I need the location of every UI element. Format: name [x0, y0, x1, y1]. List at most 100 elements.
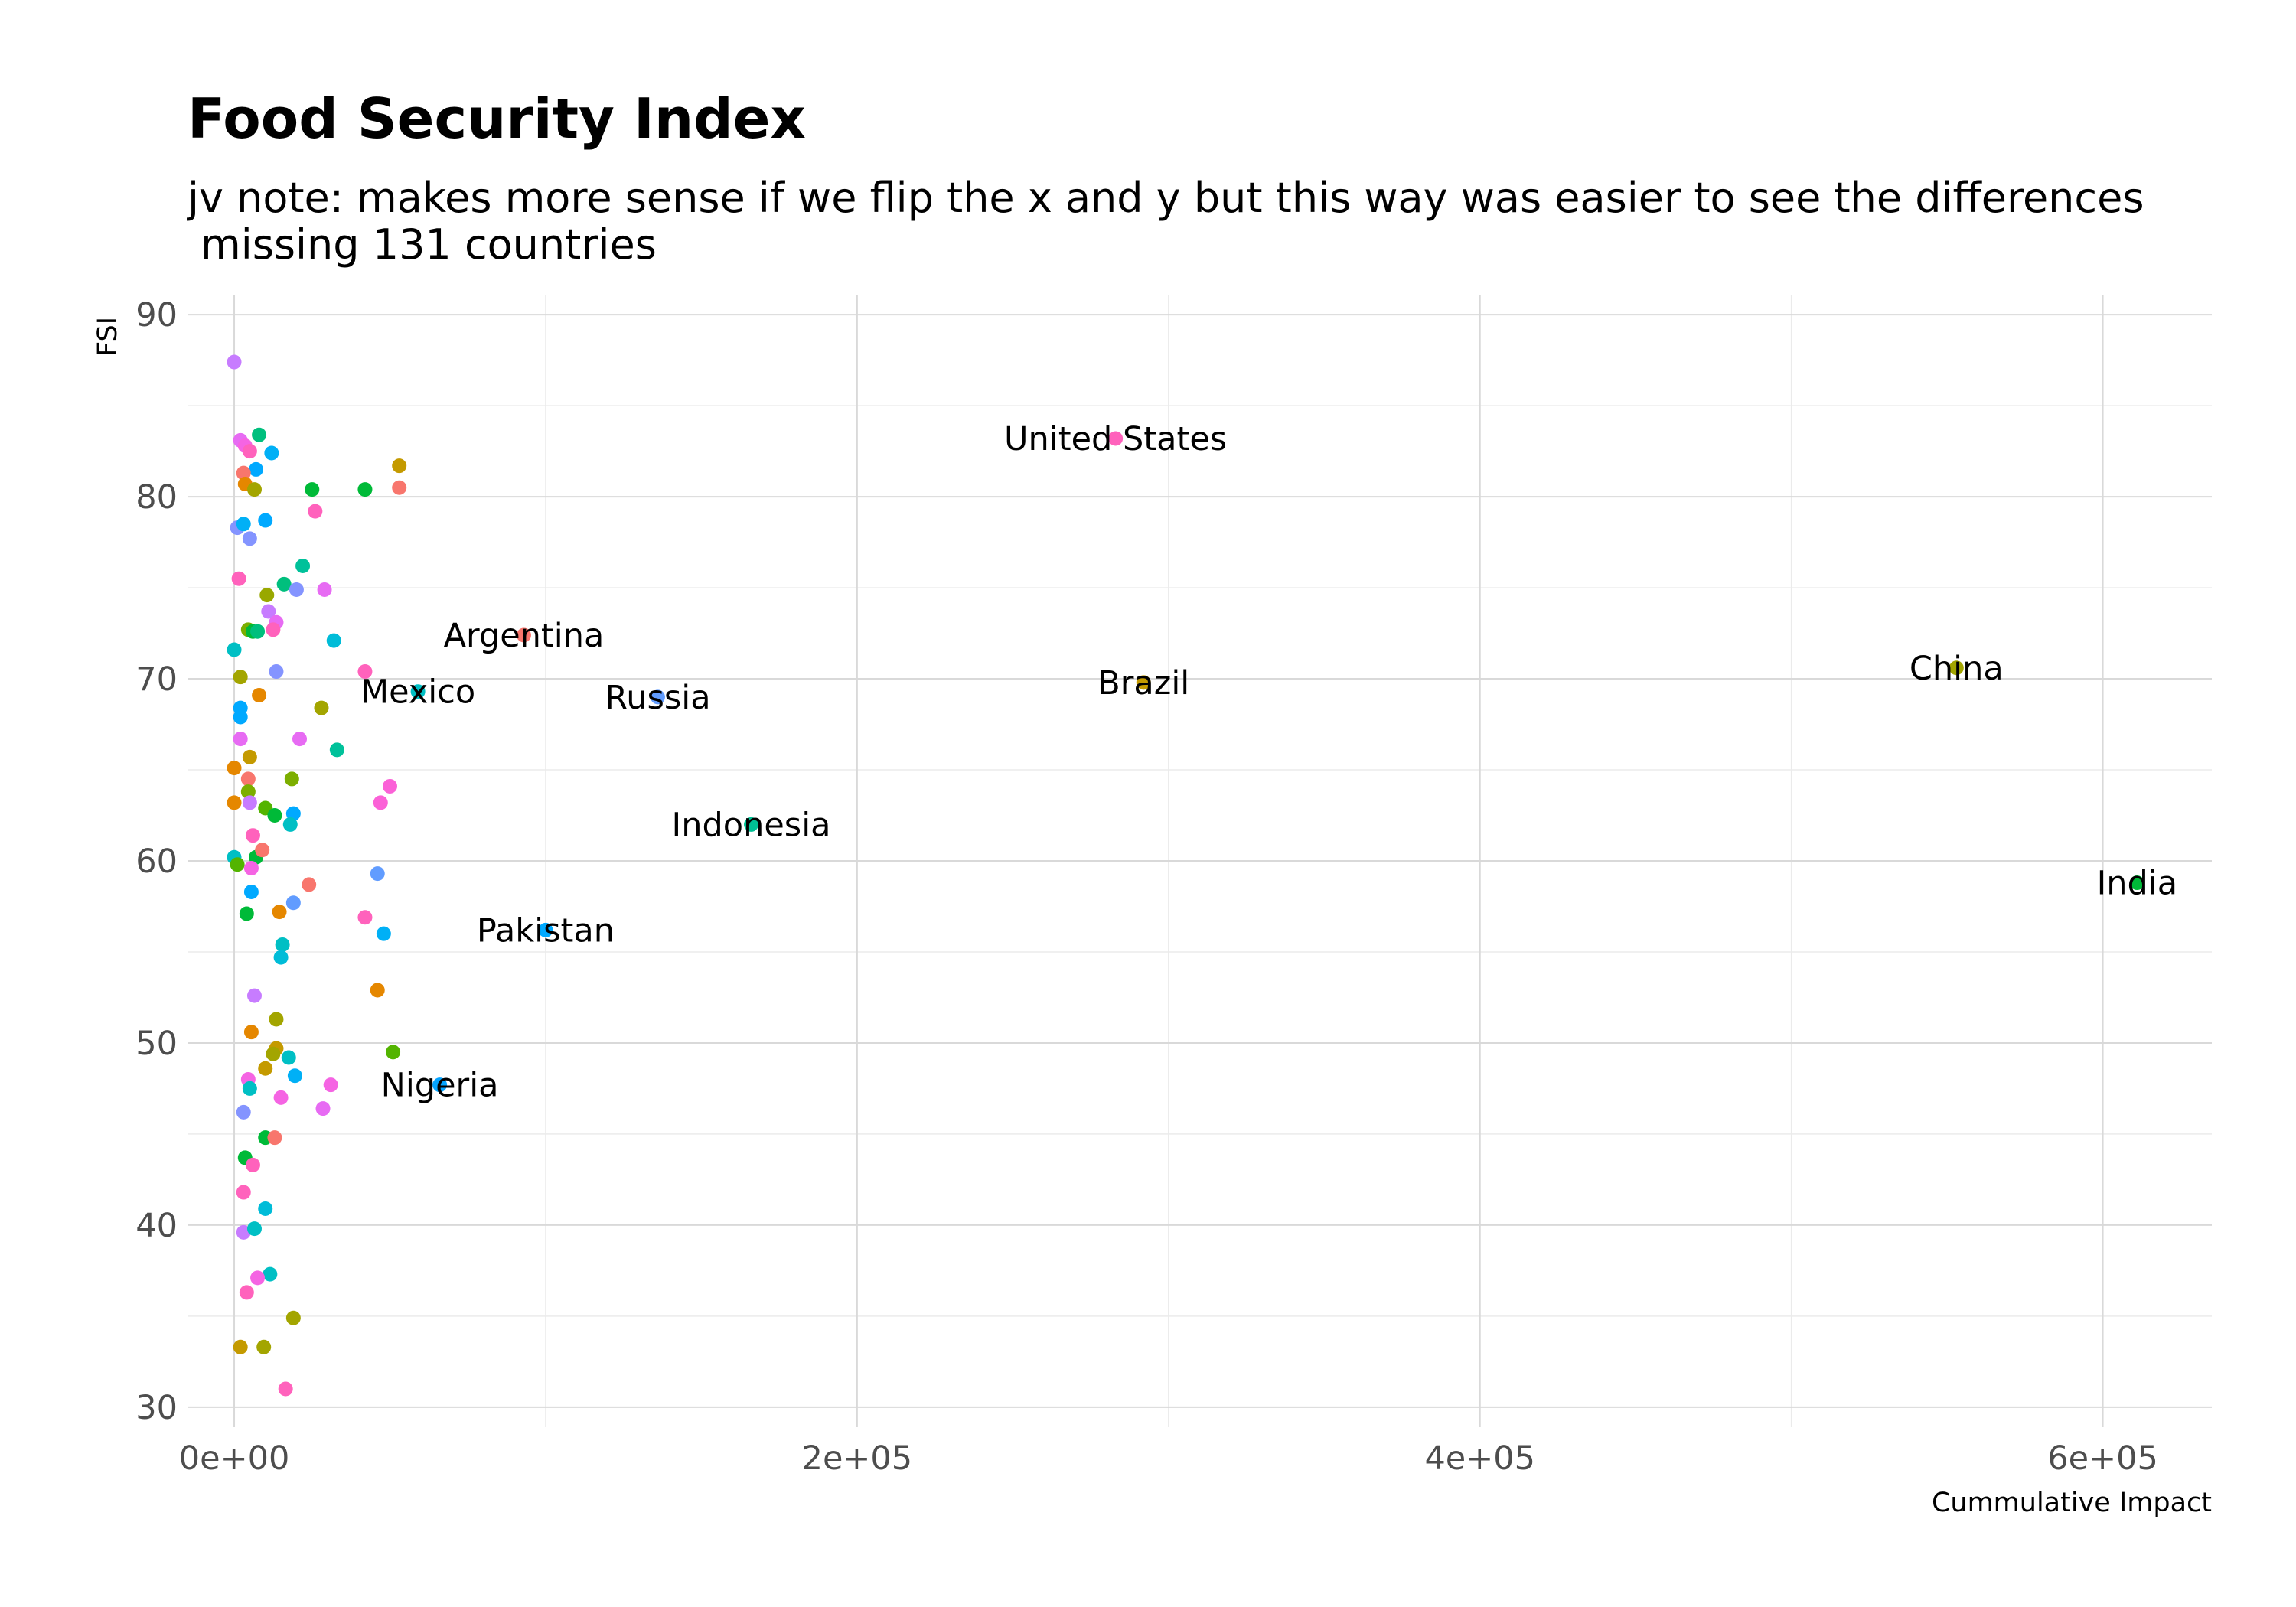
labeled-data-point — [1949, 660, 1964, 676]
data-point — [376, 926, 391, 941]
data-point — [243, 884, 259, 899]
y-tick-label: 70 — [135, 660, 178, 699]
country-label: Brazil — [1097, 664, 1189, 702]
data-point — [245, 828, 260, 843]
data-point — [276, 576, 292, 592]
data-point — [383, 778, 397, 794]
data-point — [392, 480, 407, 495]
data-point — [308, 504, 323, 519]
data-point — [267, 808, 282, 823]
data-point — [329, 742, 344, 758]
data-point — [243, 1025, 259, 1040]
data-point — [249, 461, 264, 477]
point-labels: United States Argentina Mexico Russia Brazil… — [360, 420, 2177, 1105]
y-axis-tick-labels: 30 40 50 60 70 80 90 — [135, 296, 178, 1427]
data-point — [239, 1285, 254, 1300]
data-point — [258, 513, 273, 528]
data-point — [242, 795, 257, 810]
data-point — [239, 906, 254, 921]
data-point — [259, 588, 275, 603]
data-point — [252, 687, 267, 702]
labeled-data-point — [744, 817, 759, 832]
data-point — [269, 1012, 284, 1027]
labeled-data-point — [516, 627, 531, 643]
data-point — [278, 1381, 293, 1397]
y-axis-title: FSI — [93, 317, 123, 357]
data-point — [246, 988, 262, 1003]
data-point — [269, 664, 284, 680]
data-point — [272, 905, 287, 920]
data-point — [282, 817, 298, 832]
data-point — [258, 1061, 273, 1076]
data-point — [240, 771, 256, 787]
chart-title: Food Security Index — [188, 86, 806, 151]
data-point — [263, 1266, 278, 1282]
labeled-data-point — [1108, 431, 1124, 446]
data-point — [289, 582, 304, 597]
country-label: Indonesia — [672, 806, 831, 844]
data-point — [261, 604, 276, 619]
country-label: Nigeria — [381, 1067, 499, 1105]
data-point — [242, 531, 257, 546]
data-point — [305, 482, 320, 497]
data-point — [250, 624, 266, 639]
labeled-data-point — [1136, 675, 1151, 690]
data-point — [357, 664, 373, 680]
data-point — [227, 795, 242, 810]
data-point — [242, 749, 257, 764]
data-point — [233, 709, 248, 725]
y-tick-label: 50 — [135, 1025, 178, 1063]
data-point — [273, 1090, 289, 1105]
data-point — [386, 1045, 401, 1060]
x-tick-label: 4e+05 — [1424, 1439, 1535, 1478]
data-point — [233, 732, 248, 747]
country-label: Argentina — [444, 617, 605, 655]
data-point — [236, 465, 251, 481]
chart-subtitle-line-2: missing 131 countries — [188, 220, 657, 269]
country-label: China — [1910, 650, 2004, 688]
data-point — [230, 857, 245, 872]
data-points — [227, 354, 2144, 1397]
x-tick-label: 2e+05 — [802, 1439, 913, 1478]
data-point — [255, 843, 270, 858]
data-point — [287, 1068, 302, 1084]
data-point — [357, 910, 373, 925]
data-point — [267, 1130, 282, 1146]
country-label: United States — [1004, 420, 1227, 458]
x-tick-label: 0e+00 — [179, 1439, 290, 1478]
data-point — [302, 877, 317, 892]
labeled-data-point — [538, 922, 553, 937]
data-point — [236, 1185, 251, 1200]
country-label: Russia — [605, 679, 710, 717]
labeled-data-point — [2129, 875, 2144, 891]
data-point — [227, 642, 242, 657]
x-axis-tick-labels: 0e+00 2e+05 4e+05 6e+05 — [179, 1439, 2158, 1478]
data-point — [373, 795, 388, 810]
x-axis-title: Cummulative Impact — [1932, 1488, 2212, 1518]
labeled-data-point — [410, 684, 426, 699]
data-point — [326, 633, 341, 648]
data-point — [242, 444, 257, 459]
data-point — [227, 354, 242, 370]
data-point — [292, 732, 307, 747]
data-point — [370, 866, 385, 882]
data-point — [266, 622, 281, 637]
country-label: India — [2097, 865, 2178, 903]
data-point — [246, 1221, 262, 1237]
data-point — [285, 1310, 301, 1325]
y-tick-label: 40 — [135, 1207, 178, 1245]
data-point — [256, 1339, 272, 1354]
data-point — [273, 950, 289, 965]
data-point — [317, 582, 332, 597]
data-point — [252, 427, 267, 442]
data-point — [227, 761, 242, 776]
data-point — [392, 458, 407, 474]
data-point — [243, 861, 259, 876]
x-tick-label: 6e+05 — [2047, 1439, 2158, 1478]
data-point — [236, 1104, 251, 1120]
data-point — [233, 670, 248, 685]
data-point — [315, 1101, 331, 1116]
data-point — [281, 1050, 296, 1065]
data-point — [284, 771, 299, 787]
data-point — [250, 1270, 266, 1286]
